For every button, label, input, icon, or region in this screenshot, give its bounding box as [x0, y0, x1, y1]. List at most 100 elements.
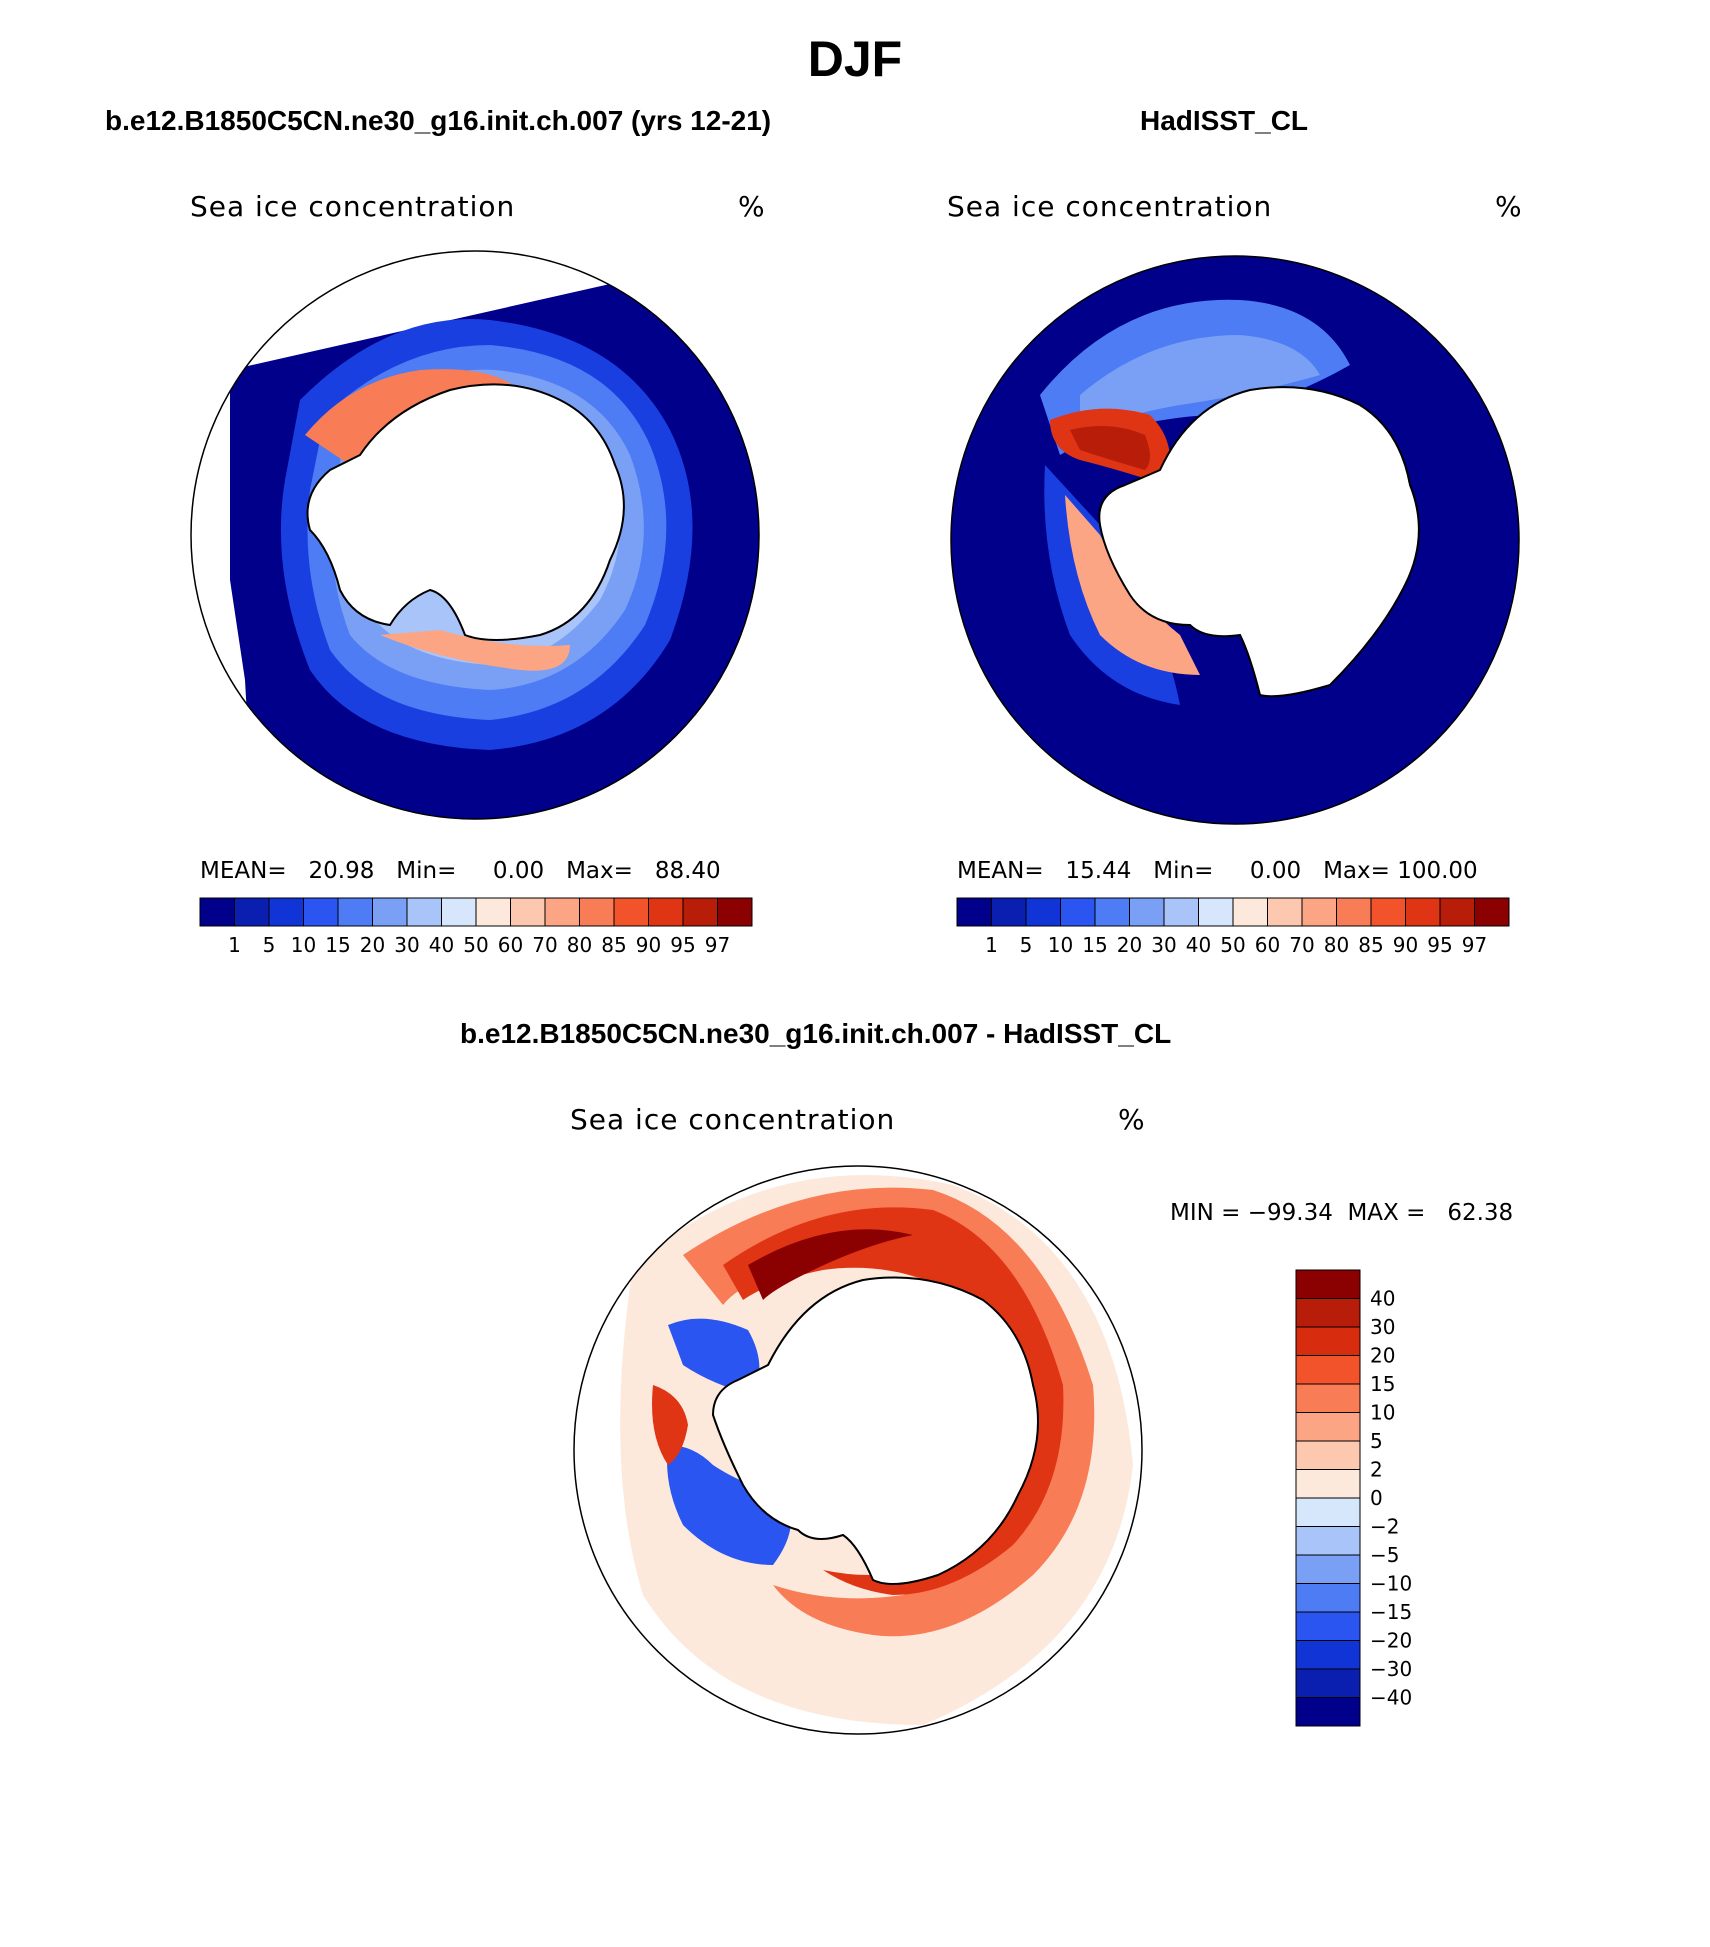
panel1-colorbar-swatch [441, 897, 477, 927]
panel2-colorbar-swatch [1060, 897, 1096, 927]
panel3-colorbar-tick-label: 15 [1370, 1372, 1395, 1396]
panel2-colorbar-tick-label: 30 [1151, 933, 1176, 957]
panel2-colorbar-tick-label: 85 [1358, 933, 1383, 957]
panel3-colorbar-swatch [1295, 1469, 1361, 1499]
panel3-colorbar-swatch [1295, 1611, 1361, 1641]
panel1-colorbar-tick-label: 95 [670, 933, 695, 957]
panel1-colorbar-tick-label: 50 [463, 933, 488, 957]
panel2-colorbar-swatch [1025, 897, 1061, 927]
panel1-colorbar-swatch [579, 897, 615, 927]
panel1-colorbar-swatch [544, 897, 580, 927]
panel3-colorbar-swatch [1295, 1412, 1361, 1442]
panel2-colorbar-swatch [1405, 897, 1441, 927]
panel3-colorbar-tick-label: −10 [1370, 1572, 1412, 1596]
panel2-colorbar-swatch [1301, 897, 1337, 927]
panel2-colorbar-swatch [1370, 897, 1406, 927]
panel1-colorbar-tick-label: 30 [394, 933, 419, 957]
panel3-colorbar-swatch [1295, 1383, 1361, 1413]
panel2-map [950, 255, 1520, 825]
panel2-colorbar-swatch [1336, 897, 1372, 927]
panel3-colorbar-tick-label: 20 [1370, 1344, 1395, 1368]
panel2-colorbar-swatch [1474, 897, 1510, 927]
panel1-colorbar-swatch [303, 897, 339, 927]
panel3-colorbar-swatch [1295, 1668, 1361, 1698]
panel2-colorbar-swatch [1267, 897, 1303, 927]
panel2-stats: MEAN= 15.44 Min= 0.00 Max= 100.00 [957, 858, 1478, 884]
panel1-stats: MEAN= 20.98 Min= 0.00 Max= 88.40 [200, 858, 721, 884]
panel2-colorbar-swatch [1232, 897, 1268, 927]
panel1-colorbar-tick-label: 20 [360, 933, 385, 957]
panel1-colorbar-swatch [648, 897, 684, 927]
panel1-colorbar-swatch [406, 897, 442, 927]
panel2-antarctica [1098, 386, 1420, 698]
panel2-colorbar-swatch [956, 897, 992, 927]
panel2-colorbar-tick-label: 90 [1393, 933, 1418, 957]
panel1-colorbar-tick-label: 40 [429, 933, 454, 957]
panel1-colorbar-tick-label: 1 [228, 933, 241, 957]
panel1-colorbar-tick-label: 70 [532, 933, 557, 957]
panel2-units-label: % [1495, 190, 1523, 223]
panel1-colorbar-swatch [717, 897, 753, 927]
panel3-units-label: % [1118, 1103, 1146, 1136]
panel2-colorbar-swatch [1439, 897, 1475, 927]
panel2-colorbar-swatch [1198, 897, 1234, 927]
panel2-colorbar-swatch [1129, 897, 1165, 927]
panel1-colorbar-tick-label: 60 [498, 933, 523, 957]
panel1-colorbar-swatch [337, 897, 373, 927]
panel3-colorbar-tick-label: 0 [1370, 1486, 1383, 1510]
panel3-colorbar-swatch [1295, 1326, 1361, 1356]
panel2-colorbar-tick-label: 15 [1082, 933, 1107, 957]
panel1-colorbar-swatch [372, 897, 408, 927]
panel3-colorbar-swatch [1295, 1298, 1361, 1328]
panel3-colorbar-tick-label: −20 [1370, 1629, 1412, 1653]
panel3-antarctica [711, 1276, 1039, 1585]
panel3-colorbar-tick-label: 30 [1370, 1315, 1395, 1339]
panel2-colorbar-tick-label: 60 [1255, 933, 1280, 957]
panel1-antarctica [306, 383, 625, 641]
panel2-variable-label: Sea ice concentration [947, 190, 1273, 223]
panel3-variable-label: Sea ice concentration [570, 1103, 896, 1136]
panel3-colorbar-swatch [1295, 1440, 1361, 1470]
panel1-units-label: % [738, 190, 766, 223]
panel1-colorbar-swatch [682, 897, 718, 927]
panel2-colorbar-tick-label: 20 [1117, 933, 1142, 957]
panel2-colorbar-tick-label: 70 [1289, 933, 1314, 957]
panel1-colorbar-tick-label: 5 [263, 933, 276, 957]
panel2-colorbar-tick-label: 10 [1048, 933, 1073, 957]
panel3-colorbar-tick-label: −5 [1370, 1543, 1399, 1567]
panel1-colorbar-tick-label: 90 [636, 933, 661, 957]
panel2-colorbar-tick-label: 40 [1186, 933, 1211, 957]
panel1-colorbar-tick-label: 10 [291, 933, 316, 957]
panel1-colorbar: 1 5 10 15 20 30 40 50 60 70 80 85 90 95 97 [199, 897, 753, 957]
panel3-colorbar-swatch [1295, 1526, 1361, 1556]
panel1-colorbar-tick-label: 15 [325, 933, 350, 957]
panel3-colorbar-tick-label: −2 [1370, 1515, 1399, 1539]
panel1-colorbar-tick-label: 85 [601, 933, 626, 957]
panel1-map [190, 250, 760, 820]
panel1-colorbar-swatch [234, 897, 270, 927]
panel1-colorbar-swatch [199, 897, 235, 927]
panel1-colorbar-swatch [475, 897, 511, 927]
panel3-colorbar-swatch [1295, 1697, 1361, 1727]
panel2-colorbar-swatch [1163, 897, 1199, 927]
panel3-colorbar-swatch [1295, 1497, 1361, 1527]
panel3-title: b.e12.B1850C5CN.ne30_g16.init.ch.007 - H… [460, 1018, 1172, 1049]
panel3-colorbar-tick-label: −30 [1370, 1657, 1412, 1681]
panel1-colorbar-swatch [268, 897, 304, 927]
main-title: DJF [807, 31, 903, 87]
panel2-colorbar-tick-label: 50 [1220, 933, 1245, 957]
panel2-colorbar-tick-label: 1 [985, 933, 998, 957]
panel2-colorbar-tick-label: 95 [1427, 933, 1452, 957]
panel3-colorbar-tick-label: 40 [1370, 1287, 1395, 1311]
panel3-colorbar-tick-label: −15 [1370, 1600, 1412, 1624]
panel3-colorbar-tick-label: 2 [1370, 1458, 1383, 1482]
panel1-variable-label: Sea ice concentration [190, 190, 516, 223]
panel3-stats: MIN = −99.34 MAX = 62.38 [1170, 1200, 1514, 1226]
panel1-title: b.e12.B1850C5CN.ne30_g16.init.ch.007 (yr… [105, 105, 772, 136]
panel2-colorbar-swatch [1094, 897, 1130, 927]
panel3-colorbar-swatch [1295, 1583, 1361, 1613]
panel3-colorbar-tick-label: 5 [1370, 1429, 1383, 1453]
panel1-colorbar-swatch [510, 897, 546, 927]
panel3-colorbar-tick-label: −40 [1370, 1686, 1412, 1710]
